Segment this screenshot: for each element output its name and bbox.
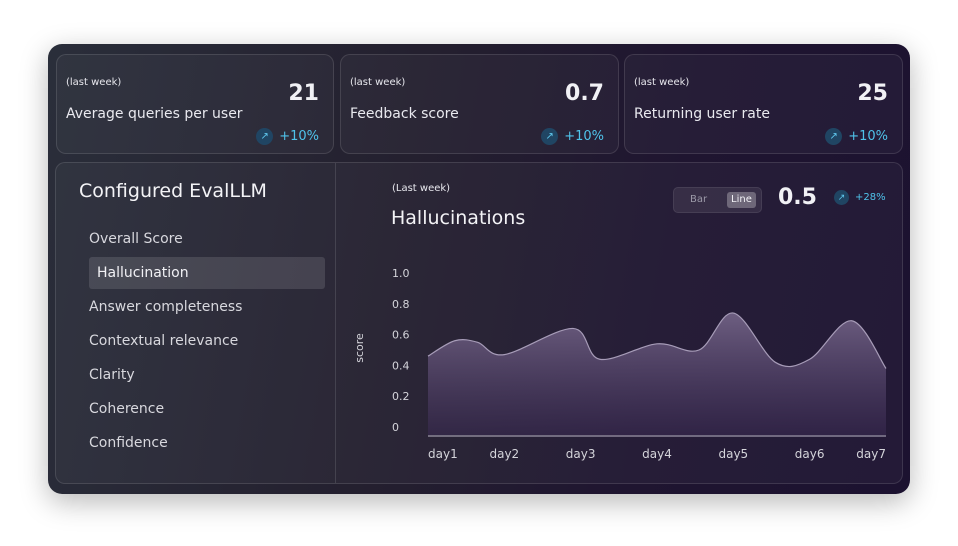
y-tick-label: 0.8 <box>392 298 410 311</box>
menu-item-confidence[interactable]: Confidence <box>89 435 168 451</box>
x-tick-label: day5 <box>718 447 748 461</box>
y-tick-label: 0.6 <box>392 329 410 342</box>
menu-item-clarity[interactable]: Clarity <box>89 367 135 383</box>
stat-value: 25 <box>857 81 888 106</box>
stat-value: 21 <box>288 81 319 106</box>
menu-item-overall-score[interactable]: Overall Score <box>89 231 183 247</box>
eval-panel: Configured EvalLLM Overall Score Halluci… <box>55 162 903 484</box>
menu-item-coherence[interactable]: Coherence <box>89 401 165 417</box>
arrow-up-right-icon: ↗ <box>256 128 274 145</box>
stat-card-avg-queries: (last week) 21 Average queries per user … <box>56 54 334 154</box>
stat-period: (last week) <box>66 77 122 88</box>
menu-item-contextual-relevance[interactable]: Contextual relevance <box>89 333 239 349</box>
metric-menu: Overall Score Hallucination Answer compl… <box>89 223 325 461</box>
arrow-up-right-icon: ↗ <box>825 128 843 145</box>
menu-item-answer-completeness[interactable]: Answer completeness <box>89 299 243 315</box>
stat-period: (last week) <box>634 77 690 88</box>
y-tick-label: 0.2 <box>392 390 410 403</box>
stat-label: Average queries per user <box>66 106 243 122</box>
stat-value: 0.7 <box>565 81 604 106</box>
x-tick-label: day6 <box>795 447 825 461</box>
y-axis-label: score <box>353 333 366 363</box>
chart-trend-value: +28% <box>855 192 886 203</box>
stat-trend: ↗ +10% <box>825 128 888 145</box>
x-tick-label: day2 <box>489 447 519 461</box>
stat-trend: ↗ +10% <box>256 128 319 145</box>
y-tick-label: 0 <box>392 421 399 434</box>
series-line <box>427 312 887 369</box>
y-tick-label: 1.0 <box>392 267 410 280</box>
y-tick-label: 0.4 <box>392 359 410 372</box>
chart-current-value: 0.5 <box>778 185 817 210</box>
stat-period: (last week) <box>350 77 406 88</box>
x-tick-label: day7 <box>856 447 886 461</box>
chart-type-toggle: Bar Line <box>673 187 762 213</box>
arrow-up-right-icon: ↗ <box>834 190 849 205</box>
x-tick-label: day1 <box>428 447 458 461</box>
stat-trend: ↗ +10% <box>541 128 604 145</box>
chart-trend: ↗ +28% <box>834 190 886 205</box>
stat-card-feedback-score: (last week) 0.7 Feedback score ↗ +10% <box>340 54 619 154</box>
x-tick-label: day4 <box>642 447 672 461</box>
panel-divider <box>335 163 336 483</box>
hallucination-chart: 1.0 0.8 0.6 0.4 0.2 0 score day1 day2 day3 day4 day… <box>353 267 887 461</box>
toggle-bar-option[interactable]: Bar <box>690 194 708 205</box>
toggle-line-option[interactable]: Line <box>727 192 756 208</box>
arrow-up-right-icon: ↗ <box>541 128 559 145</box>
stat-label: Returning user rate <box>634 106 770 122</box>
stat-trend-value: +10% <box>279 129 319 144</box>
stat-trend-value: +10% <box>848 129 888 144</box>
stat-trend-value: +10% <box>564 129 604 144</box>
stat-label: Feedback score <box>350 106 459 122</box>
chart-period: (Last week) <box>392 183 451 194</box>
dashboard-window: (last week) 21 Average queries per user … <box>48 44 910 494</box>
menu-item-hallucination[interactable]: Hallucination <box>89 257 325 289</box>
sidebar-title: Configured EvalLLM <box>79 180 267 202</box>
chart-title: Hallucinations <box>391 207 526 229</box>
x-tick-label: day3 <box>566 447 596 461</box>
stat-card-returning-user-rate: (last week) 25 Returning user rate ↗ +10… <box>624 54 903 154</box>
series-area <box>428 312 886 435</box>
